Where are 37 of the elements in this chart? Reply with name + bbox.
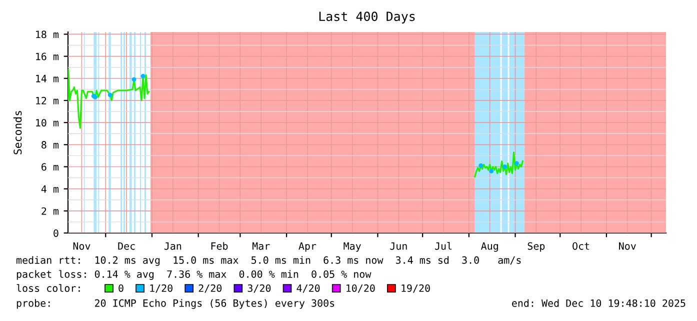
y-tick-label: 18 m: [36, 30, 58, 38]
x-tick-label: Nov: [619, 242, 636, 250]
x-tick-label: May: [344, 242, 361, 252]
legend-label: 2/20: [198, 284, 222, 293]
y-tick-label: 6 m: [42, 163, 58, 171]
y-axis-title: Seconds: [13, 111, 22, 154]
y-tick-label: 8 m: [42, 141, 58, 149]
y-tick-label: 2 m: [42, 207, 58, 215]
x-tick-label: Mar: [252, 242, 270, 250]
legend-title: loss color:: [16, 284, 80, 292]
x-tick-label: Feb: [211, 242, 228, 250]
y-tick-label: 16 m: [36, 52, 58, 60]
legend-label: 4/20: [296, 284, 320, 293]
text: end: Wed Dec 10 19:48:10 2025: [512, 299, 686, 307]
x-tick-label: Sep: [528, 242, 545, 252]
x-tick-label: Jun: [390, 242, 407, 250]
legend-label: 1/20: [150, 284, 172, 293]
legend-label: 0: [118, 284, 124, 292]
x-tick-label: Nov: [73, 242, 90, 250]
text: packet loss: 0.14 % avg 7.36 % max 0.00 % min 0.05 % now: [16, 270, 372, 280]
text: probe: 20 ICMP Echo Pings (56 Bytes) every 300s: [16, 299, 334, 309]
x-tick-label: Aug: [481, 242, 498, 252]
x-tick-label: Jan: [164, 242, 182, 250]
y-tick-label: 14 m: [36, 74, 58, 82]
x-tick-label: Dec: [118, 242, 135, 250]
y-tick-label: 0: [54, 229, 58, 237]
y-tick-label: 12 m: [36, 96, 58, 104]
x-tick-label: Apr: [298, 242, 316, 252]
legend-label: 19/20: [402, 284, 430, 293]
x-tick-label: Oct: [572, 242, 590, 250]
legend-label: 3/20: [248, 284, 271, 293]
y-tick-label: 10 m: [36, 118, 58, 127]
text: median rtt: 10.2 ms avg 15.0 ms max 5.0 ms min 6.3 ms now 3.4 ms sd 3.0 am/s: [16, 256, 521, 266]
legend-label: 10/20: [346, 284, 375, 293]
y-tick-label: 4 m: [41, 185, 58, 193]
chart-title: Last 400 Days: [319, 12, 415, 24]
x-tick-label: Jul: [435, 242, 452, 250]
